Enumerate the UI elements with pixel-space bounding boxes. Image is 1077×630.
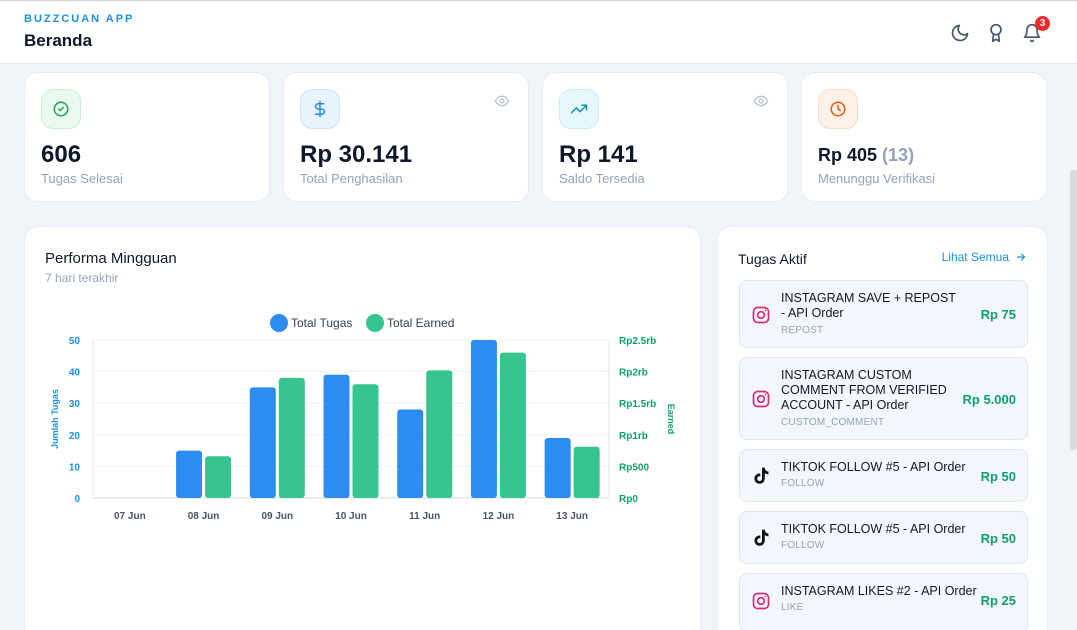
bar-total-tugas [397,409,424,498]
clock-icon [818,89,858,129]
x-tick-label: 08 Jun [188,511,220,522]
y2-tick-label: Rp0 [619,494,638,505]
task-price: Rp 75 [980,307,1016,322]
task-price: Rp 50 [980,531,1016,546]
instagram-icon [751,389,771,409]
page-title: Beranda [24,31,93,50]
bar-total-tugas [544,437,571,498]
stat-card-total-income: Rp 30.141 Total Penghasilan [283,72,529,202]
task-type: REPOST [781,325,824,336]
weekly-performance-chart: 0 10 20 30 40 50 Rp0 Rp500 Rp1rb Rp1.5rb Rp2rb Rp2.… [50,314,676,522]
stat-card-tasks-completed: 606 Tugas Selesai [24,72,270,202]
stat-value: Rp 30.141 [300,141,413,168]
task-type: LIKE [781,602,804,613]
x-tick-label: 07 Jun [114,511,146,522]
weekly-performance-panel: Performa Mingguan 7 hari terakhir 0 10 20 3… [24,226,701,630]
instagram-icon [751,591,771,611]
bar-total-earned [352,384,379,498]
bar-total-earned [499,352,526,498]
panel-title: Performa Mingguan [45,250,177,267]
see-all-label: Lihat Semua [941,250,1009,264]
stat-label: Total Penghasilan [300,171,403,186]
bar-total-tugas [470,340,497,498]
task-item[interactable]: INSTAGRAM LIKES #2 - API Order LIKE Rp 2… [739,573,1028,630]
task-price: Rp 50 [980,469,1016,484]
arrow-right-icon [1016,253,1026,261]
instagram-icon [751,305,771,325]
x-tick-label: 11 Jun [409,511,440,522]
y-tick-label: 20 [69,431,81,442]
stat-label: Saldo Tersedia [559,171,645,186]
task-type: FOLLOW [781,540,825,551]
task-item[interactable]: INSTAGRAM CUSTOM COMMENT FROM VERIFIED A… [739,357,1028,440]
bar-total-tugas [323,374,350,498]
stat-value-count: (13) [882,145,915,165]
top-header: BUZZCUAN APP Beranda 3 [0,0,1077,64]
stat-value: Rp 405 (13) [818,145,914,166]
bar-total-earned [278,377,305,498]
award-icon[interactable] [986,23,1006,43]
task-name: INSTAGRAM CUSTOM COMMENT FROM VERIFIED A… [781,368,947,412]
trending-up-icon [559,89,599,129]
stat-value-main: Rp 405 [818,145,878,165]
y2-tick-label: Rp2rb [619,368,648,379]
task-name: TIKTOK FOLLOW #5 - API Order [781,522,966,536]
page-scrollbar[interactable] [1070,170,1077,450]
tiktok-icon [751,466,771,486]
task-item[interactable]: INSTAGRAM SAVE + REPOST - API Order REPO… [739,280,1028,348]
task-item[interactable]: TIKTOK FOLLOW #5 - API Order FOLLOW Rp 5… [739,449,1028,502]
bar-total-earned [426,370,453,498]
y-tick-label: 10 [69,462,81,473]
x-tick-label: 10 Jun [335,511,367,522]
task-name: TIKTOK FOLLOW #5 - API Order [781,460,966,474]
y-tick-label: 30 [69,399,81,410]
bar-total-tugas [176,450,203,498]
bar-total-earned [205,456,232,498]
stat-card-available-balance: Rp 141 Saldo Tersedia [542,72,788,202]
task-price: Rp 5.000 [962,392,1016,407]
eye-icon[interactable] [753,93,769,109]
task-name: INSTAGRAM SAVE + REPOST - API Order [781,291,956,320]
panel-title: Tugas Aktif [738,251,807,267]
stat-value: Rp 141 [559,141,638,168]
x-tick-label: 13 Jun [556,511,588,522]
tiktok-icon [751,528,771,548]
task-type: FOLLOW [781,478,825,489]
stat-label: Menunggu Verifikasi [818,171,936,186]
x-tick-label: 12 Jun [483,511,515,522]
y2-tick-label: Rp1rb [619,431,648,442]
stat-label: Tugas Selesai [41,171,123,186]
legend-marker [270,314,288,332]
task-price: Rp 25 [980,593,1016,608]
y-tick-label: 40 [69,368,81,379]
check-circle-icon [41,89,81,129]
task-name: INSTAGRAM LIKES #2 - API Order [781,584,977,598]
task-type: CUSTOM_COMMENT [781,417,885,428]
y-tick-label: 50 [69,336,81,347]
app-name: BUZZCUAN APP [24,13,135,25]
y2-tick-label: Rp1.5rb [619,399,656,410]
active-tasks-panel: Tugas Aktif Lihat Semua INSTAGRAM SAVE +… [717,226,1048,630]
y2-tick-label: Rp2.5rb [619,336,656,347]
bell-icon[interactable] [1022,23,1042,43]
task-item[interactable]: TIKTOK FOLLOW #5 - API Order FOLLOW Rp 5… [739,511,1028,564]
y-tick-label: 0 [74,494,80,505]
x-tick-label: 09 Jun [261,511,293,522]
stat-value: 606 [41,141,82,168]
bar-total-tugas [249,387,276,498]
legend-label: Total Tugas [291,316,352,330]
legend-marker [366,314,384,332]
y-axis-title: Jumlah Tugas [50,389,60,449]
moon-icon[interactable] [950,23,970,43]
stat-card-pending-verification: Rp 405 (13) Menunggu Verifikasi [801,72,1047,202]
panel-subtitle: 7 hari terakhir [45,271,119,285]
dollar-icon [300,89,340,129]
notification-badge: 3 [1035,16,1050,31]
see-all-link[interactable]: Lihat Semua [942,250,1027,264]
legend-label: Total Earned [387,316,454,330]
bar-total-earned [573,446,600,498]
eye-icon[interactable] [494,93,510,109]
y2-axis-title: Earned [666,404,676,435]
y2-tick-label: Rp500 [619,462,649,473]
